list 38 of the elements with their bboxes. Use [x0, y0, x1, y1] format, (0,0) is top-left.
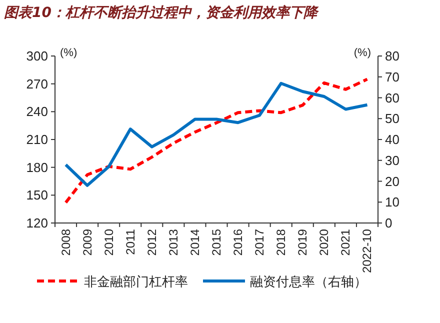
y-tick-label: 180 [26, 160, 48, 175]
x-tick-label: 2022-10 [360, 228, 374, 274]
legend-label: 融资付息率（右轴） [250, 274, 367, 289]
y2-axis-title: (%) [354, 47, 371, 59]
x-tick-label: 2018 [274, 228, 288, 256]
y-tick-label: 300 [26, 48, 48, 64]
x-tick-label: 2012 [144, 228, 159, 256]
y-tick-label: 240 [26, 104, 48, 120]
line-series [64, 78, 369, 204]
x-tick-label: 2021 [338, 228, 353, 256]
y-tick-label: 120 [26, 216, 48, 230]
line-series [64, 82, 369, 187]
chart-title: 图表10：杠杆不断抬升过程中，资金利用效率下降 [4, 4, 320, 21]
y2-tick-label: 10 [385, 194, 400, 210]
x-tick-label: 2011 [123, 228, 138, 255]
x-tick-label: 2013 [166, 228, 180, 256]
y2-tick-label: 80 [385, 48, 400, 64]
x-tick-label: 2020 [317, 228, 332, 256]
y2-tick-label: 70 [385, 69, 400, 84]
y2-tick-label: 20 [385, 174, 400, 189]
y2-tick-label: 60 [385, 90, 400, 106]
x-tick-label: 2016 [231, 228, 246, 256]
x-tick-label: 2009 [80, 228, 94, 256]
x-tick-label: 2014 [188, 228, 202, 256]
x-tick-label: 2019 [296, 228, 310, 256]
y-tick-label: 150 [26, 188, 48, 203]
y-axis-title: (%) [60, 47, 78, 59]
x-tick-label: 2010 [102, 228, 116, 256]
y2-tick-label: 0 [385, 216, 392, 230]
y2-tick-label: 50 [385, 111, 400, 126]
y2-tick-label: 30 [385, 152, 400, 168]
y-tick-label: 270 [26, 76, 48, 92]
x-tick-label: 2015 [210, 228, 224, 256]
legend-label: 非金融部门杠杆率 [84, 274, 188, 289]
y-tick-label: 210 [26, 132, 48, 147]
x-tick-label: 2008 [58, 228, 73, 256]
x-tick-label: 2017 [252, 228, 267, 256]
y2-tick-label: 40 [385, 132, 400, 147]
